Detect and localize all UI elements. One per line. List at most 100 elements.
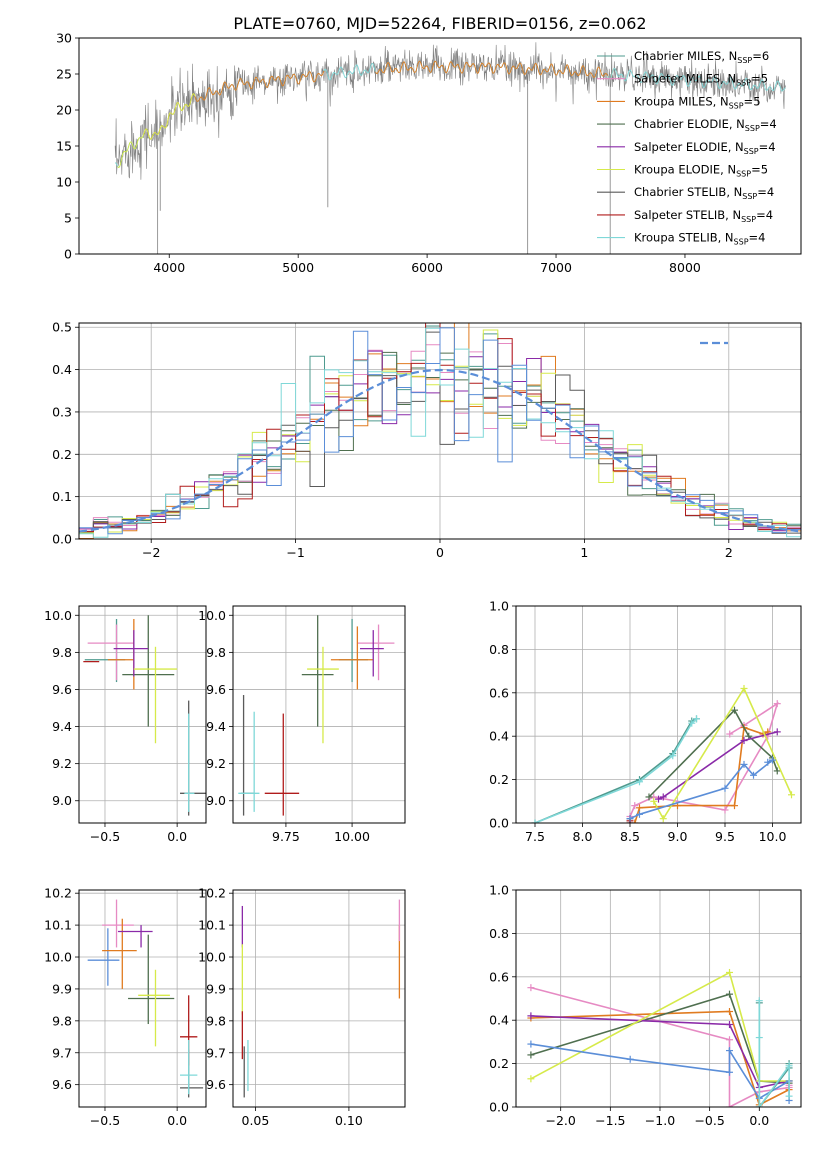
legend-nssp-value: 4 xyxy=(767,185,774,199)
x-tick-label: −1.0 xyxy=(645,1113,675,1128)
x-tick-label: 10.0 xyxy=(759,829,787,844)
legend-nssp-sub: SSP xyxy=(736,170,751,179)
plot-area xyxy=(238,615,395,816)
y-tick-label: 0.1 xyxy=(52,489,72,504)
chart-mass-vs-EBV: 0.05 0.10 9.6 9.7 9.8 9.9 10.0 10.1 10.2 xyxy=(198,886,406,1128)
y-tick-label: 9.8 xyxy=(52,645,72,660)
y-tick-label: 9.7 xyxy=(52,1045,72,1060)
chart-mass-vs-Z: −0.5 0.0 9.6 9.7 9.8 9.9 10.0 10.1 10.2 xyxy=(44,886,207,1128)
y-tick-label: 0.6 xyxy=(489,685,509,700)
legend-series-name: Chabrier STELIB xyxy=(634,185,726,199)
legend-nssp-value: 6 xyxy=(762,49,769,63)
x-tick-label: 8.5 xyxy=(620,829,640,844)
mass-weight-series xyxy=(534,718,698,823)
y-tick-label: 0.3 xyxy=(52,404,72,419)
chart-age-vs-Z: −0.5 0.0 9.0 9.2 9.4 9.6 9.8 10.0 xyxy=(44,605,207,844)
legend-nssp-prefix: , N xyxy=(728,140,744,154)
mass-weight-series xyxy=(530,971,790,1082)
x-tick-label: 4000 xyxy=(153,260,185,275)
legend-eq: = xyxy=(756,208,766,222)
legend-nssp-prefix: , N xyxy=(721,49,737,63)
legend-series-name: Kroupa STELIB xyxy=(634,231,718,245)
legend-label: Chabrier ELODIE, NSSP=4 xyxy=(634,117,777,133)
x-tick-label: 1 xyxy=(580,545,588,560)
mass-weight-series xyxy=(530,993,790,1084)
legend-nssp-value: 4 xyxy=(769,117,776,131)
x-tick-label: −0.5 xyxy=(90,829,120,844)
y-tick-label: 15 xyxy=(56,139,72,154)
legend-nssp-sub: SSP xyxy=(736,79,751,88)
y-tick-label: 10.1 xyxy=(198,918,226,933)
legend-nssp-prefix: , N xyxy=(720,72,736,86)
y-tick-label: 0.5 xyxy=(52,320,72,335)
residual-histogram xyxy=(79,327,801,535)
y-tick-label: 0.2 xyxy=(52,447,72,462)
axes-frame xyxy=(78,605,207,824)
plot-area xyxy=(114,42,786,254)
y-tick-label: 9.9 xyxy=(206,981,226,996)
y-tick-label: 10.0 xyxy=(198,608,226,623)
y-tick-label: 10.2 xyxy=(198,886,226,901)
mass-weight-series xyxy=(530,1015,790,1089)
x-tick-label: 0.0 xyxy=(167,1113,187,1128)
legend-nssp-value: 5 xyxy=(761,72,768,86)
x-tick-label: −2.0 xyxy=(546,1113,576,1128)
plot-area xyxy=(83,615,206,816)
y-tick-label: 0.4 xyxy=(52,362,72,377)
legend-nssp-sub: SSP xyxy=(737,56,752,65)
axes-frame xyxy=(515,889,802,1108)
legend-nssp-value: 4 xyxy=(766,208,773,222)
axes-frame xyxy=(78,889,207,1108)
plot-area xyxy=(241,899,401,1098)
plot-area xyxy=(527,968,793,1107)
legend-nssp-prefix: , N xyxy=(718,231,734,245)
y-tick-label: 9.6 xyxy=(52,1077,72,1092)
figure-title: PLATE=0760, MJD=52264, FIBERID=0156, z=0… xyxy=(233,14,646,33)
legend-nssp-prefix: , N xyxy=(726,185,742,199)
x-tick-label: −0.5 xyxy=(90,1113,120,1128)
x-tick-label: 0 xyxy=(436,545,444,560)
gaussian-curve xyxy=(79,368,799,533)
plot-area xyxy=(79,323,801,539)
x-tick-label: 9.5 xyxy=(715,829,735,844)
legend-eq: = xyxy=(759,140,769,154)
legend-nssp-prefix: , N xyxy=(725,208,741,222)
mass-weight-series xyxy=(758,1000,790,1107)
model-spectrum-line xyxy=(117,93,196,169)
y-tick-label: 10.2 xyxy=(44,886,72,901)
y-tick-label: 9.2 xyxy=(206,756,226,771)
x-tick-label: −1 xyxy=(286,545,304,560)
legend-label: Kroupa MILES, NSSP=5 xyxy=(634,94,761,110)
legend-nssp-value: 4 xyxy=(758,231,765,245)
chart-age-vs-mass: 9.75 10.00 9.0 9.2 9.4 9.6 9.8 10.0 xyxy=(198,605,406,844)
legend-nssp-sub: SSP xyxy=(742,192,757,201)
legend-eq: = xyxy=(749,231,759,245)
y-tick-label: 9.4 xyxy=(52,719,72,734)
x-tick-label: 0.0 xyxy=(167,829,187,844)
axes-frame xyxy=(232,889,406,1108)
legend-series-name: Salpeter STELIB xyxy=(634,208,725,222)
y-tick-label: 0.2 xyxy=(489,1056,509,1071)
legend-series-name: Salpeter ELODIE xyxy=(634,140,728,154)
legend-series-name: Chabrier MILES xyxy=(634,49,721,63)
chart-spectrum: 4000 5000 6000 7000 8000 0 5 10 15 20 25 30 Chabrier… xyxy=(56,31,802,275)
legend-label: Salpeter MILES, NSSP=5 xyxy=(634,72,768,88)
x-tick-label: 10.00 xyxy=(334,829,370,844)
y-tick-label: 0.0 xyxy=(489,1100,509,1115)
y-tick-label: 0.4 xyxy=(489,1013,509,1028)
legend-eq: = xyxy=(751,72,761,86)
legend-nssp-sub: SSP xyxy=(745,124,760,133)
x-tick-label: 0.10 xyxy=(335,1113,363,1128)
y-tick-label: 0.0 xyxy=(52,532,72,547)
legend-nssp-sub: SSP xyxy=(744,147,759,156)
model-spectrum-line xyxy=(607,67,786,92)
y-tick-label: 25 xyxy=(56,67,72,82)
legend-nssp-sub: SSP xyxy=(729,101,744,110)
y-tick-label: 9.7 xyxy=(206,1045,226,1060)
x-tick-label: 5000 xyxy=(282,260,314,275)
legend-nssp-prefix: , N xyxy=(729,117,745,131)
legend-series-name: Kroupa ELODIE xyxy=(634,163,720,177)
y-tick-label: 10.1 xyxy=(44,918,72,933)
y-tick-label: 0.6 xyxy=(489,969,509,984)
y-tick-label: 9.4 xyxy=(206,719,226,734)
